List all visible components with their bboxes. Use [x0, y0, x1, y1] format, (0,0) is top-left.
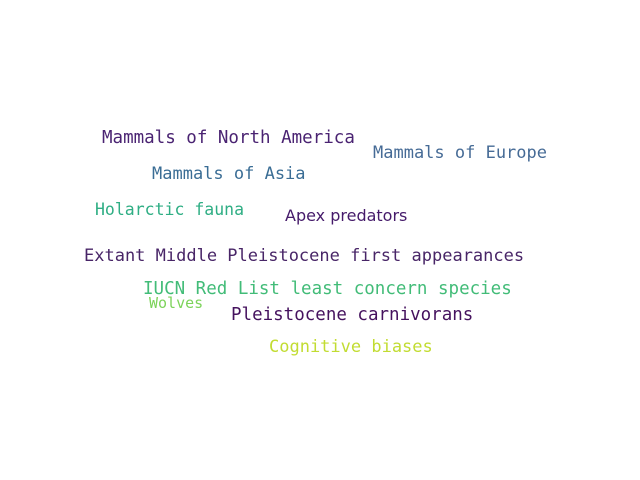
word-mammals-of-europe: Mammals of Europe — [373, 143, 547, 163]
word-pleistocene-carnivorans: Pleistocene carnivorans — [231, 305, 474, 325]
word-mammals-of-asia: Mammals of Asia — [152, 164, 306, 184]
word-mammals-of-north-america: Mammals of North America — [102, 128, 355, 148]
word-cognitive-biases: Cognitive biases — [269, 337, 433, 357]
word-extant-middle-pleistocene-first-appearances: Extant Middle Pleistocene first appearan… — [84, 246, 525, 266]
word-apex-predators: Apex predators — [285, 206, 408, 225]
word-holarctic-fauna: Holarctic fauna — [95, 200, 245, 219]
word-wolves: Wolves — [149, 294, 204, 312]
word-iucn-red-list-least-concern-species: IUCN Red List least concern species — [143, 279, 512, 299]
